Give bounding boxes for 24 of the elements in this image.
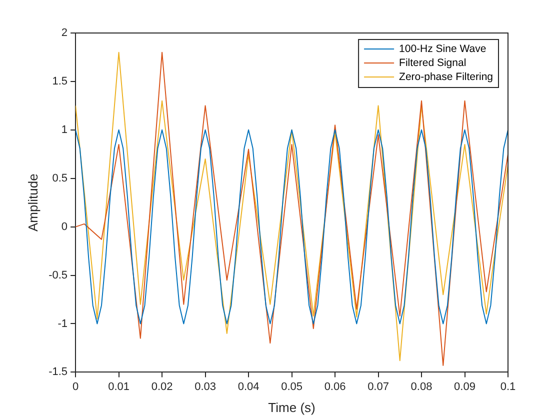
y-tick-label: 0.5: [52, 172, 68, 184]
legend-label: 100-Hz Sine Wave: [399, 42, 486, 55]
y-tick-label: -0.5: [48, 269, 68, 282]
y-tick-label: 1.5: [52, 75, 68, 88]
x-tick-label: 0.06: [324, 380, 346, 393]
x-tick-label: 0.05: [281, 380, 302, 393]
x-axis-title: Time (s): [268, 400, 316, 415]
x-tick-label: 0.02: [151, 380, 173, 393]
x-tick-label: 0.04: [238, 380, 260, 393]
y-tick-label: -1: [58, 318, 68, 330]
y-tick-label: 1: [61, 124, 68, 136]
y-tick-label: 2: [61, 27, 68, 40]
x-tick-label: 0: [72, 380, 79, 393]
legend-label: Filtered Signal: [399, 56, 466, 69]
x-tick-label: 0.09: [454, 380, 476, 393]
y-tick-label: 0: [61, 220, 68, 233]
x-tick-label: 0.08: [410, 380, 432, 393]
legend-label: Zero-phase Filtering: [399, 70, 494, 83]
y-axis-title: Amplitude: [25, 174, 40, 232]
x-tick-label: 0.1: [500, 380, 516, 393]
x-tick-label: 0.01: [108, 380, 130, 393]
x-tick-label: 0.07: [368, 380, 389, 393]
y-tick-label: -1.5: [48, 366, 68, 378]
x-tick-label: 0.03: [194, 380, 216, 393]
